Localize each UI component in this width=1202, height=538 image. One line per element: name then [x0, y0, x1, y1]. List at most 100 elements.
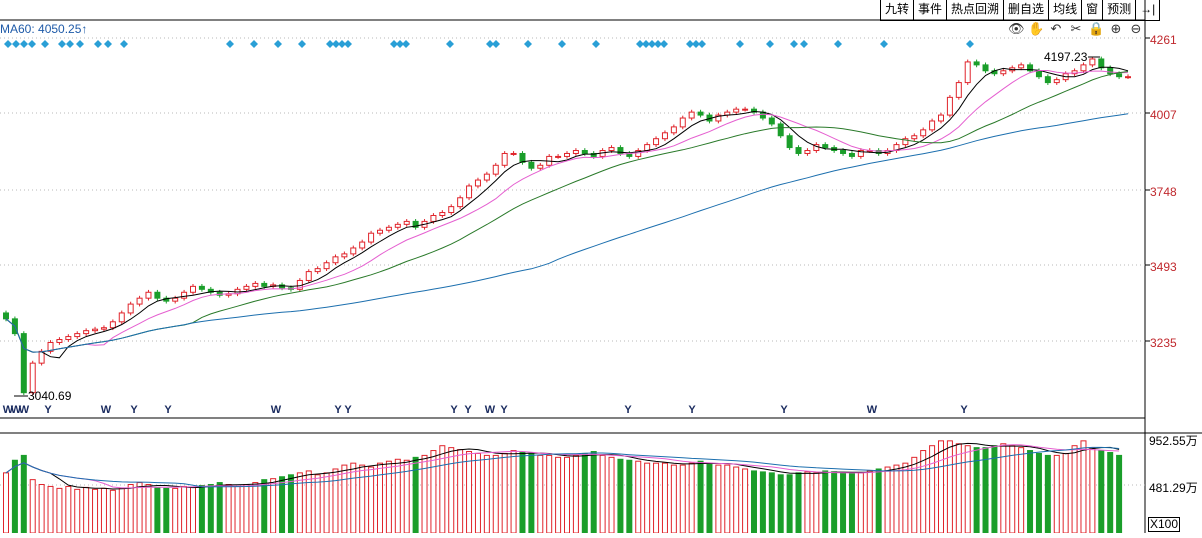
volume-bar	[385, 460, 392, 534]
candle-body	[929, 120, 936, 131]
event-diamond	[4, 40, 12, 48]
event-diamond	[326, 40, 334, 48]
volume-ma5	[5, 442, 1120, 490]
volume-bar	[635, 460, 642, 534]
volume-bar	[706, 462, 713, 534]
candle-body	[617, 147, 624, 154]
candle-body	[555, 155, 562, 158]
candle-body	[661, 132, 668, 140]
event-diamond	[636, 40, 644, 48]
trend-marker: Y	[344, 404, 352, 416]
scissors-icon[interactable]: ✂	[1070, 21, 1082, 36]
window-button[interactable]: 窗	[1082, 0, 1104, 20]
event-diamond	[592, 40, 600, 48]
volume-bar	[20, 454, 27, 534]
candle-body	[457, 197, 464, 208]
candle-body	[1098, 58, 1105, 69]
volume-bar	[982, 447, 989, 534]
event-diamond	[226, 40, 234, 48]
volume-bar	[724, 464, 731, 534]
volume-ma20	[5, 446, 1120, 488]
volume-bar	[759, 471, 766, 534]
volume-bar	[492, 454, 499, 534]
volume-bar	[190, 486, 196, 534]
candle-body	[1107, 67, 1114, 75]
zoom-in-icon[interactable]: ⊕	[1110, 21, 1122, 36]
candle-body	[581, 150, 588, 154]
candle-body	[670, 126, 677, 134]
event-diamond	[104, 40, 112, 48]
candle-body	[786, 135, 793, 149]
volume-bar	[198, 484, 205, 534]
candle-body	[875, 150, 882, 154]
candle-body	[848, 152, 855, 157]
candle-body	[483, 173, 490, 181]
trend-marker: Y	[500, 404, 508, 416]
volume-bar	[430, 450, 437, 534]
volume-bar	[955, 443, 962, 534]
volume-bar	[172, 487, 179, 534]
volume-bar	[875, 468, 882, 534]
candle-body	[608, 147, 615, 152]
candle-body	[305, 271, 312, 281]
candle-body	[697, 111, 704, 116]
candle-body	[430, 214, 437, 222]
volume-bar	[697, 460, 704, 534]
eye-icon[interactable]: 👁	[1008, 21, 1025, 36]
candle-body	[20, 333, 27, 394]
event-diamond	[790, 40, 798, 48]
volume-bar	[626, 459, 633, 534]
candle-body	[920, 129, 927, 137]
event-diamond	[524, 40, 532, 48]
lock-icon[interactable]: 🔒	[1088, 21, 1105, 36]
event-diamond	[486, 40, 494, 48]
volume-bar	[581, 452, 588, 534]
volume-bar	[528, 452, 535, 534]
candle-body	[92, 328, 99, 332]
volume-bar	[207, 484, 214, 534]
event-diamond	[28, 40, 36, 48]
nine-turn-button[interactable]: 九转	[881, 0, 915, 20]
moving-average-button[interactable]: 均线	[1049, 0, 1083, 20]
event-diamond	[120, 40, 128, 48]
hand-icon[interactable]: ✋	[1028, 21, 1045, 36]
candle-body	[742, 108, 749, 111]
candle-body	[3, 312, 9, 320]
volume-bar	[661, 462, 668, 534]
candle-body	[118, 312, 125, 323]
delete-favorite-button[interactable]: 删自选	[1004, 0, 1050, 20]
volume-bar	[804, 471, 811, 534]
volume-bar	[296, 472, 303, 534]
candle-body	[385, 226, 392, 231]
zoom-out-icon[interactable]: ⊖	[1130, 21, 1142, 36]
undo-icon[interactable]: ↶	[1050, 21, 1062, 36]
forecast-button[interactable]: 预测	[1103, 0, 1137, 20]
event-diamond	[338, 40, 346, 48]
volume-bar	[305, 470, 312, 534]
event-diamond	[250, 40, 258, 48]
volume-bar	[225, 484, 232, 534]
volume-bar	[795, 472, 802, 534]
candle-body	[715, 114, 722, 122]
volume-bar	[929, 445, 936, 534]
candle-body	[439, 212, 446, 216]
volume-bar	[599, 454, 606, 534]
events-button[interactable]: 事件	[914, 0, 948, 20]
ma60-line	[5, 113, 1129, 353]
candle-body	[466, 185, 473, 199]
trend-marker: Y	[334, 404, 342, 416]
volume-bar	[742, 468, 749, 534]
candle-body	[368, 232, 375, 243]
hotspot-review-button[interactable]: 热点回溯	[947, 0, 1005, 20]
event-diamond	[966, 40, 974, 48]
volume-bar	[777, 474, 784, 534]
event-diamond	[446, 40, 454, 48]
volume-bar	[519, 451, 526, 534]
volume-bar	[3, 472, 9, 534]
volume-bar	[216, 482, 223, 534]
jump-end-button[interactable]: →|	[1136, 0, 1161, 20]
volume-bar	[368, 466, 375, 534]
candle-body	[653, 138, 660, 146]
